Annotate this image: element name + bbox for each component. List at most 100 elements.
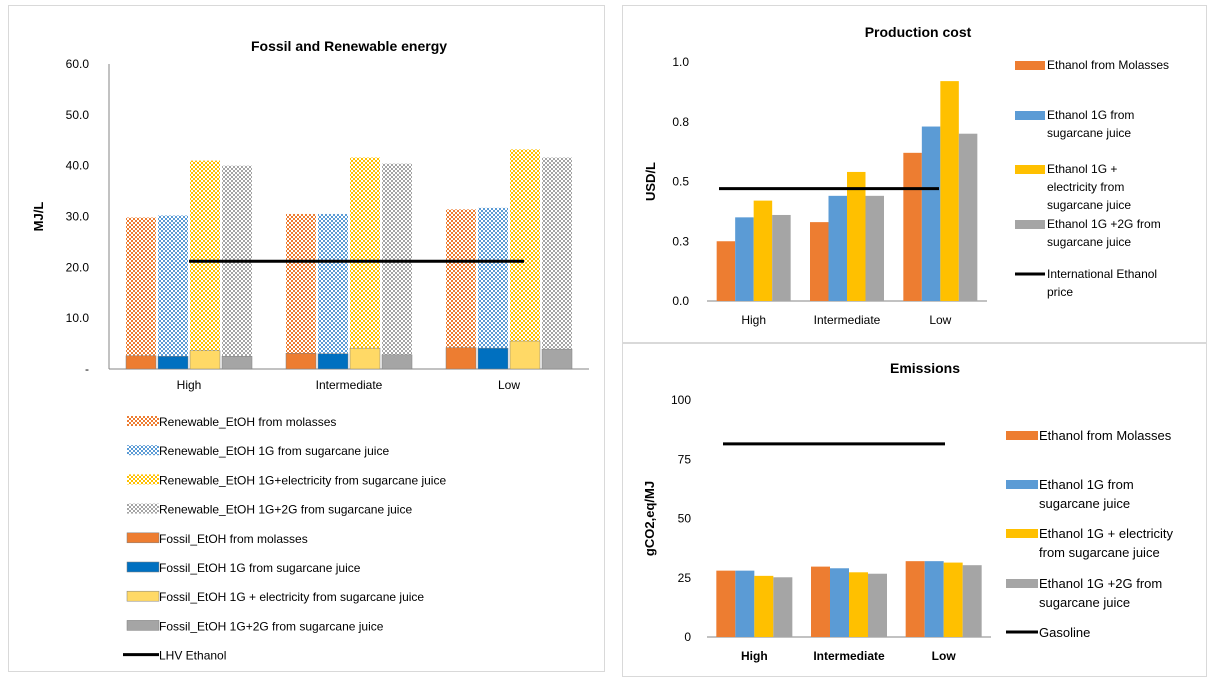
energy-legend-label: Renewable_EtOH 1G+electricity from sugar… — [159, 473, 446, 487]
energy-y-tick-label: 10.0 — [66, 311, 90, 325]
energy-fossil-bar — [285, 352, 317, 370]
energy-chart: Fossil and Renewable energy MJ/L - 10.0 20.0… — [31, 38, 589, 663]
emissions-legend-label: Gasoline — [1039, 625, 1090, 640]
energy-fossil-bar — [317, 353, 349, 370]
cost-bar — [810, 222, 829, 301]
energy-chart-panel: Fossil and Renewable energy MJ/L - 10.0 20.0… — [8, 5, 605, 672]
energy-fossil-bar — [477, 347, 509, 370]
cost-chart: Production cost USD/L 0.0 0.3 0.5 0.8 1.0 High I… — [643, 24, 1169, 327]
cost-legend-label: Ethanol 1G from sugarcane juice — [1047, 108, 1134, 140]
cost-legend-label: Ethanol from Molasses — [1047, 58, 1169, 72]
cost-bar — [735, 217, 754, 301]
energy-legend-label: Renewable_EtOH 1G from sugarcane juice — [159, 444, 389, 458]
energy-legend-label: Renewable_EtOH from molasses — [159, 415, 336, 429]
cost-legend-swatch — [1015, 220, 1045, 229]
energy-renewable-bar — [510, 149, 540, 369]
energy-y-axis-label: MJ/L — [31, 202, 46, 232]
energy-legend-label: Fossil_EtOH 1G+2G from sugarcane juice — [159, 619, 384, 633]
emissions-y-tick-label: 0 — [684, 630, 691, 644]
energy-fossil-bar — [509, 340, 541, 370]
emissions-y-tick-label: 25 — [678, 571, 692, 585]
emissions-y-tick-label: 100 — [671, 393, 691, 407]
energy-legend-swatch — [127, 416, 159, 426]
cost-y-tick-label: 0.5 — [672, 175, 689, 189]
cost-y-tick-label: 1.0 — [672, 55, 689, 69]
emissions-chart-panel: Emissions gCO2,eq/MJ 0 25 50 75 100 High Interme… — [622, 343, 1207, 677]
emissions-legend-label: Ethanol 1G +2G from sugarcane juice — [1039, 576, 1162, 610]
energy-y-tick-label: - — [85, 362, 89, 376]
emissions-bar — [716, 570, 736, 637]
cost-bar — [958, 133, 978, 301]
cost-y-tick-label: 0.8 — [672, 115, 689, 129]
cost-y-axis-label: USD/L — [643, 162, 658, 201]
emissions-x-tick-label: Intermediate — [813, 649, 885, 663]
energy-renewable-bar — [478, 207, 508, 369]
energy-legend-label: Renewable_EtOH 1G+2G from sugarcane juic… — [159, 503, 412, 517]
energy-legend-swatch — [126, 532, 160, 544]
cost-bar — [903, 152, 922, 301]
emissions-bar — [943, 562, 963, 637]
energy-legend-label: Fossil_EtOH from molasses — [159, 532, 308, 546]
energy-legend-swatch — [126, 620, 160, 631]
emissions-bar — [962, 565, 982, 637]
emissions-legend-swatch — [1006, 579, 1038, 588]
emissions-chart: Emissions gCO2,eq/MJ 0 25 50 75 100 High Interme… — [642, 360, 1174, 663]
energy-legend-swatch — [126, 590, 160, 602]
energy-renewable-bar — [542, 157, 572, 369]
cost-bar — [865, 195, 884, 301]
emissions-bar — [905, 561, 925, 637]
cost-legend-swatch — [1015, 165, 1045, 174]
energy-fossil-bar — [157, 356, 189, 370]
cost-bar — [940, 81, 959, 302]
emissions-bar — [811, 566, 830, 637]
emissions-y-axis-label: gCO2,eq/MJ — [642, 481, 657, 556]
energy-renewable-bar — [126, 217, 156, 369]
energy-y-tick-label: 40.0 — [66, 159, 90, 173]
energy-y-tick-label: 60.0 — [66, 57, 90, 71]
emissions-bar — [830, 568, 849, 637]
energy-renewable-bar — [158, 215, 188, 369]
energy-legend-label: Fossil_EtOH 1G + electricity from sugarc… — [159, 590, 424, 604]
cost-bar — [921, 126, 941, 301]
cost-x-tick-label: Low — [929, 313, 951, 327]
cost-legend-label: Ethanol 1G +2G from sugarcane juice — [1047, 217, 1161, 249]
energy-legend-swatch — [127, 474, 159, 485]
emissions-bar — [924, 561, 944, 637]
cost-chart-title: Production cost — [865, 24, 972, 40]
energy-renewable-bar — [286, 213, 316, 369]
cost-x-tick-label: Intermediate — [814, 313, 881, 327]
cost-bar — [753, 200, 773, 301]
cost-chart-panel: Production cost USD/L 0.0 0.3 0.5 0.8 1.0 High I… — [622, 5, 1207, 343]
energy-fossil-bar — [125, 355, 157, 370]
cost-bar — [828, 195, 847, 301]
energy-renewable-bar — [382, 163, 412, 369]
energy-renewable-bar — [446, 209, 476, 369]
energy-legend-swatch — [127, 503, 159, 514]
emissions-bar — [849, 572, 868, 637]
emissions-y-tick-label: 50 — [678, 512, 692, 526]
energy-renewable-bar — [222, 165, 252, 369]
energy-fossil-bar — [221, 356, 253, 370]
emissions-legend-swatch — [1006, 480, 1038, 489]
emissions-y-tick-label: 75 — [678, 452, 692, 466]
emissions-x-tick-label: Low — [932, 649, 957, 663]
energy-legend-swatch — [127, 445, 159, 456]
emissions-bar — [868, 573, 887, 637]
emissions-chart-title: Emissions — [890, 360, 960, 376]
cost-legend-swatch — [1015, 61, 1045, 70]
energy-y-tick-label: 30.0 — [66, 210, 90, 224]
energy-legend-swatch — [126, 561, 160, 573]
cost-legend-label: Ethanol 1G + electricity from sugarcane ju… — [1047, 162, 1131, 212]
emissions-legend-label: Ethanol from Molasses — [1039, 428, 1172, 443]
energy-fossil-bar — [541, 348, 573, 370]
cost-legend-swatch — [1015, 111, 1045, 120]
cost-legend-label: International Ethanol price — [1047, 267, 1157, 299]
energy-fossil-bar — [349, 347, 381, 370]
emissions-legend-swatch — [1006, 529, 1038, 538]
emissions-legend-swatch — [1006, 431, 1038, 440]
emissions-bar — [773, 577, 793, 637]
energy-fossil-bar — [445, 347, 477, 370]
energy-fossil-bar — [381, 354, 413, 370]
energy-renewable-bar — [190, 160, 220, 369]
energy-x-tick-label: Intermediate — [316, 378, 383, 392]
